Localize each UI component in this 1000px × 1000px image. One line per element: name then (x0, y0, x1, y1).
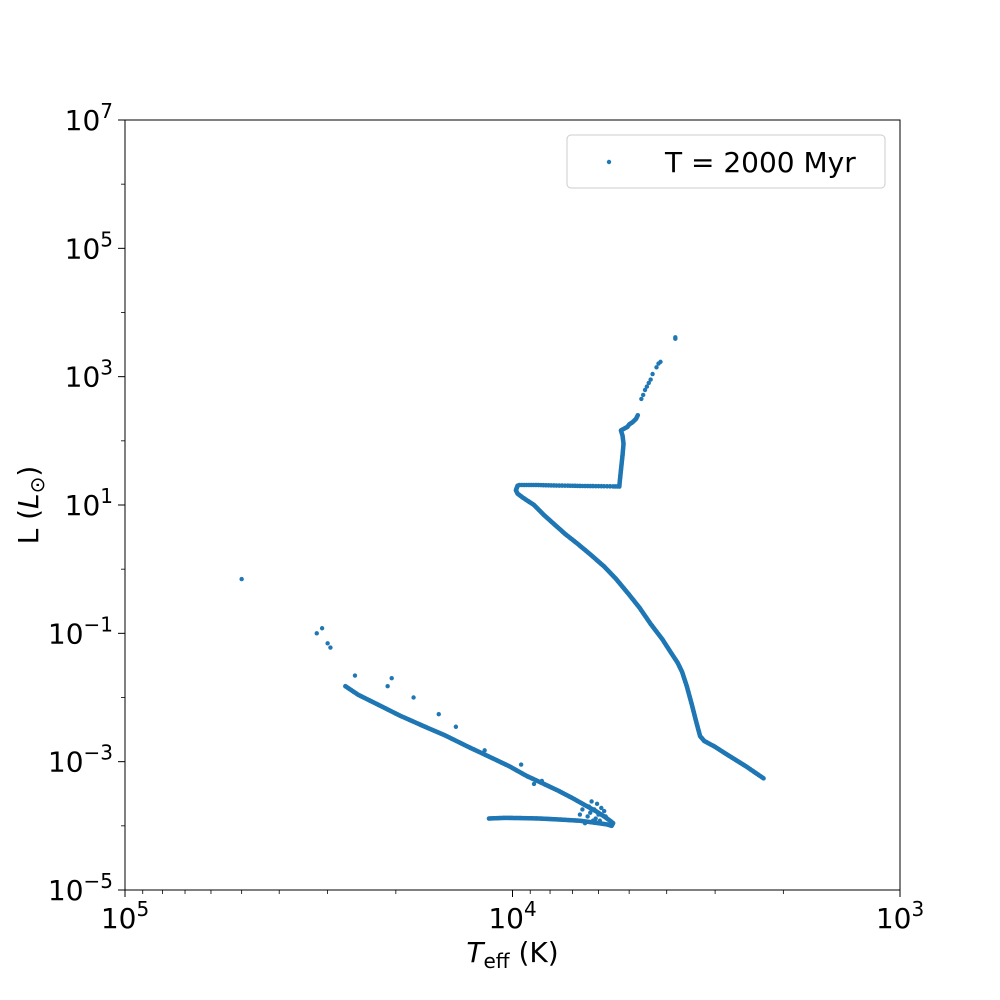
upper-giant-point (650, 371, 655, 377)
white-dwarf-cluster-point (594, 801, 600, 807)
outlier-point (411, 695, 416, 700)
upper-giant-point (644, 384, 650, 389)
white-dwarf-cluster-point (588, 810, 593, 815)
x-axis-label-symbol: T (466, 936, 485, 969)
y-axis-label: L (L⊙) (12, 466, 49, 545)
x-tick-label: 105 (101, 897, 149, 935)
upper-giant-point (658, 359, 663, 365)
outlier-point (385, 684, 390, 689)
y-tick-label: 105 (65, 227, 113, 265)
outlier-point (436, 711, 441, 717)
white-dwarf-cluster-point (601, 808, 607, 814)
upper-giant-point (673, 335, 678, 340)
upper-giant-point (640, 392, 646, 398)
y-axis-label-symbol: L (12, 493, 45, 509)
y-tick-label: 10−3 (48, 741, 113, 779)
tick-labels: 105 104 103 10−5 10−3 10−1 101 103 105 107 (48, 99, 924, 935)
upper-giant-point (646, 380, 651, 386)
outlier-point (482, 748, 487, 753)
y-axis-label-main: L ( (12, 509, 45, 544)
white-dwarf-cluster-point (586, 804, 592, 809)
outlier-point (328, 645, 333, 650)
legend-box (566, 134, 886, 189)
y-tick-label: 10−1 (48, 612, 113, 650)
outlier-point (325, 641, 330, 646)
outlier-point (389, 675, 394, 681)
white-dwarf-cluster-point (593, 816, 598, 821)
upper-giant-point (639, 396, 644, 402)
y-tick-label: 107 (65, 99, 113, 137)
x-tick-label: 103 (876, 897, 924, 935)
legend: T = 2000 Myr (566, 134, 886, 189)
y-tick-label: 101 (65, 484, 113, 522)
white-dwarf-cluster-point (580, 807, 585, 812)
white-dwarf-cluster-point (577, 812, 583, 817)
white-dwarf-cluster-point (599, 805, 604, 811)
outlier-point (453, 724, 459, 729)
white-dwarf-cluster-point (596, 812, 601, 817)
white-dwarf-cluster-point (597, 818, 603, 823)
legend-marker (606, 159, 612, 165)
upper-giant-point (648, 377, 653, 382)
y-axis-label-subscript: ⊙ (25, 477, 49, 494)
x-axis-label: Teff (K) (466, 936, 558, 973)
white-dwarf-cluster-point (582, 820, 588, 826)
axis-ticks (118, 119, 901, 897)
white-dwarf-point (343, 683, 348, 689)
upper-giant-point (642, 387, 648, 393)
outlier-point (531, 781, 537, 787)
outlier-point (352, 673, 358, 678)
outlier-point (314, 631, 319, 636)
white-dwarf-cluster-point (603, 814, 608, 819)
x-axis-label-unit: (K) (510, 936, 559, 969)
red-giant-point (635, 413, 641, 418)
outlier-point (539, 778, 545, 784)
outlier-point (319, 626, 325, 631)
outlier-point (518, 762, 524, 767)
y-axis-label-end: ) (12, 466, 45, 477)
white-dwarf-cluster-point (589, 799, 594, 804)
white-dwarf-cluster-point (585, 814, 590, 819)
upper-giant-point (654, 365, 659, 370)
y-tick-label: 10−5 (48, 869, 113, 907)
legend-label: T = 2000 Myr (664, 146, 856, 179)
x-axis-label-subscript: eff (483, 949, 510, 973)
data-points (239, 335, 766, 829)
outlier-point (239, 576, 244, 582)
white-dwarf-cluster-point (592, 807, 597, 812)
plot-frame (124, 119, 901, 891)
x-tick-label: 104 (488, 897, 536, 935)
y-tick-label: 103 (65, 356, 113, 394)
